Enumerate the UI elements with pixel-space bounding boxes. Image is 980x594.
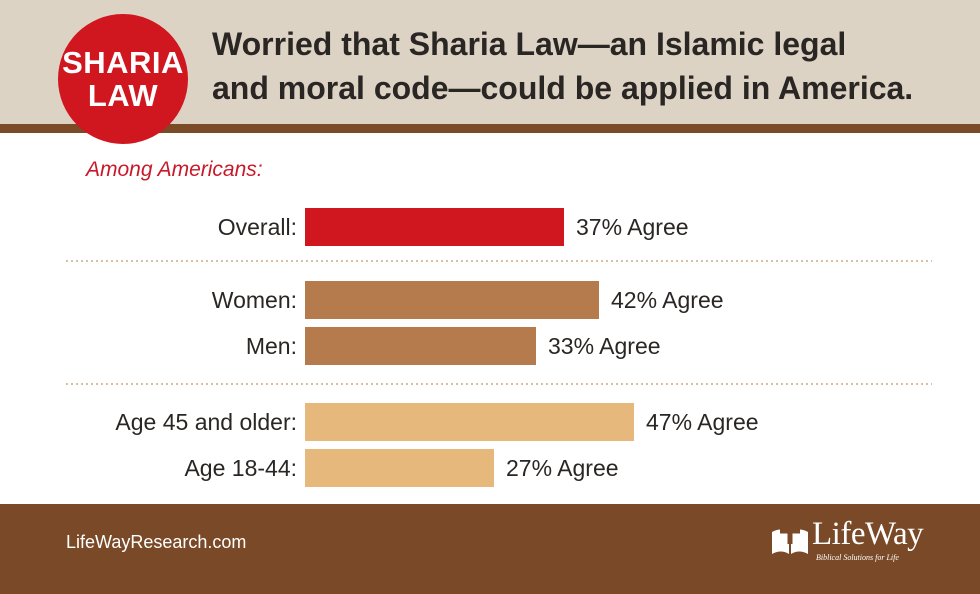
value-label-women: 42% Agree	[611, 287, 724, 313]
value-label-overall: 37% Agree	[576, 214, 689, 240]
headline-line-2: and moral code—could be applied in Ameri…	[212, 70, 914, 106]
footer-url[interactable]: LifeWayResearch.com	[66, 532, 247, 552]
category-label-age-18-44: Age 18-44:	[184, 455, 297, 481]
category-label-men: Men:	[246, 333, 297, 359]
bar-women	[305, 281, 599, 319]
badge-line-2: LAW	[87, 78, 159, 113]
bar-age-18-44	[305, 449, 494, 487]
lifeway-cross-book-icon	[772, 522, 808, 554]
value-label-age-18-44: 27% Agree	[506, 455, 619, 481]
headline-line-1: Worried that Sharia Law—an Islamic legal	[212, 26, 847, 62]
headline: Worried that Sharia Law—an Islamic legal…	[212, 22, 972, 110]
bar-men	[305, 327, 536, 365]
bar-overall	[305, 208, 564, 246]
subtitle: Among Americans:	[86, 158, 263, 181]
header-rule	[0, 124, 980, 133]
logo-tagline: Biblical Solutions for Life	[816, 553, 899, 562]
bar-age-45-and-older	[305, 403, 634, 441]
category-label-overall: Overall:	[218, 214, 297, 240]
bar-chart: Overall: 37% Agree Women: 42% Agree Men: 33% …	[66, 208, 932, 487]
value-label-men: 33% Agree	[548, 333, 661, 359]
lifeway-logo: LifeWay Biblical Solutions for Life	[770, 516, 940, 566]
badge-line-1: SHARIA	[62, 45, 184, 80]
sharia-law-badge: SHARIA LAW	[58, 14, 188, 144]
category-label-women: Women:	[212, 287, 297, 313]
logo-name: LifeWay	[812, 516, 924, 552]
footer-band: LifeWayResearch.com LifeWay Biblical Sol…	[0, 504, 980, 594]
value-label-age-45-and-older: 47% Agree	[646, 409, 759, 435]
category-label-age-45-and-older: Age 45 and older:	[115, 409, 297, 435]
